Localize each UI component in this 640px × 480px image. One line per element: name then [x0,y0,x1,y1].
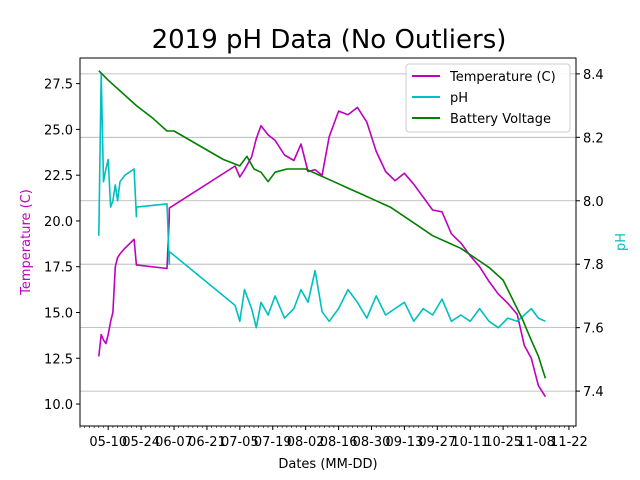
x-tick-label: 05-10 [89,435,127,450]
y-left-tick-label: 12.5 [44,352,73,367]
series-layer [98,70,547,398]
grid-lines [80,73,576,392]
x-axis-label: Dates (MM-DD) [278,457,377,472]
x-tick-label: 07-05 [221,435,259,450]
x-tick-label: 08-16 [320,435,358,450]
x-tick-label: 06-21 [188,435,226,450]
x-tick-label: 06-07 [155,435,193,450]
y-right-tick-label: 8.2 [583,131,604,146]
y-left-tick-label: 17.5 [44,261,73,276]
legend: Temperature (C) pH Battery Voltage [405,63,571,133]
y-axis-right-label: pH [614,233,629,251]
x-tick-label: 10-25 [484,435,522,450]
plot-frame [79,57,577,427]
y-right-tick-label: 7.6 [583,322,604,337]
legend-label-temperature: Temperature (C) [449,70,556,85]
x-tick-label: 09-27 [418,435,456,450]
y-right-tick-label: 8.4 [583,68,604,83]
y-axis-left: 10.0 12.5 15.0 17.5 20.0 22.5 25.0 27.5 [44,78,80,413]
y-right-tick-label: 7.4 [583,385,604,400]
series-line-temperature-c [98,106,547,398]
x-axis: 05-1005-2406-0706-2107-0507-1908-0208-16… [79,426,588,450]
y-axis-left-label: Temperature (C) [19,189,34,296]
x-tick-label: 07-19 [254,435,292,450]
x-tick-label: 10-11 [451,435,489,450]
y-right-tick-label: 8.0 [583,195,604,210]
legend-box [405,63,571,133]
chart-title: 2019 pH Data (No Outliers) [152,25,507,55]
series-line-ph [98,73,546,329]
x-tick-label: 11-22 [550,435,588,450]
y-right-tick-label: 7.8 [583,258,604,273]
y-left-tick-label: 22.5 [44,169,73,184]
y-left-tick-label: 25.0 [44,123,73,138]
y-left-tick-label: 27.5 [44,78,73,93]
x-tick-label: 05-24 [122,435,160,450]
series-line-battery-voltage [98,70,547,379]
y-left-tick-label: 10.0 [44,398,73,413]
x-tick-label: 08-30 [353,435,391,450]
x-tick-label: 09-13 [386,435,424,450]
x-tick-label: 11-08 [517,435,555,450]
x-tick-label: 08-02 [287,435,325,450]
y-axis-right: 7.4 7.6 7.8 8.0 8.2 8.4 [576,68,604,400]
y-left-tick-label: 20.0 [44,215,73,230]
legend-label-battery: Battery Voltage [450,112,551,127]
legend-label-ph: pH [450,91,468,106]
y-left-tick-label: 15.0 [44,306,73,321]
